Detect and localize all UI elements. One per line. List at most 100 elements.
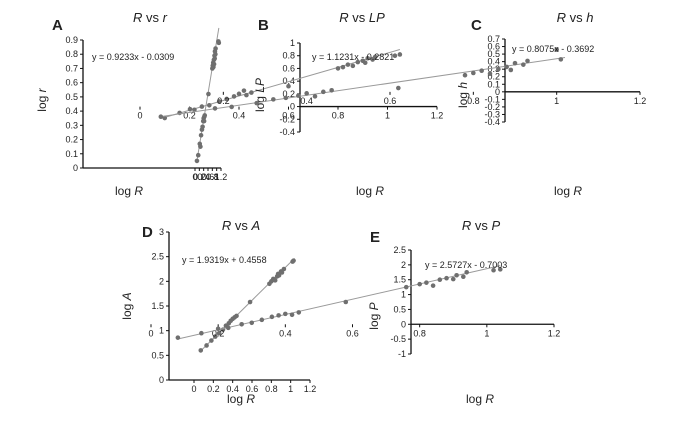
y-tick-label: 2.5 (151, 252, 164, 262)
panel-e: 0 0.2 0.4 0.6 0.8 1 1.2 -1 -0.5 0 0.5 1 1.5 2 2.5 E R vs… (148, 218, 560, 406)
data-point (487, 71, 493, 77)
x-tick-label: 0.4 (226, 384, 239, 394)
y-tick-label: 0.7 (487, 34, 500, 44)
y-tick-label: -0.2 (484, 102, 500, 112)
title-mid: vs (471, 218, 491, 233)
y-tick-label: 0.5 (151, 350, 164, 360)
data-point (216, 99, 222, 104)
data-point (194, 158, 200, 164)
panel-letter: A (52, 17, 63, 34)
panel-d: 0 0.2 0.4 0.6 0.8 1 1.200.511.522.53D R vs Alog… (120, 218, 316, 406)
x-tick-label: 0.6 (202, 172, 215, 182)
x-axis-label: log R (115, 184, 143, 198)
xlabel-var: R (573, 184, 582, 198)
title-var: LP (369, 10, 385, 25)
y-tick-label: 0.6 (282, 63, 295, 73)
data-point (343, 299, 349, 305)
data-point (521, 62, 526, 67)
y-tick-label: -0.1 (484, 94, 500, 104)
data-point (204, 343, 209, 348)
regression-equation: y = 0.8075x - 0.3692 (512, 44, 594, 54)
title-main: R (133, 10, 142, 25)
x-tick-label: 0.8 (413, 328, 426, 338)
y-tick-label: 2 (159, 276, 164, 286)
title-main: R (339, 10, 348, 25)
x-tick-label: 0.8 (467, 96, 480, 106)
x-axis-label: log R (554, 184, 582, 198)
y-tick-label: 0 (290, 102, 295, 112)
x-tick-label: 0 (192, 172, 197, 182)
y-tick-label: -0.2 (279, 114, 295, 124)
x-tick-label: 0.6 (246, 384, 259, 394)
title-mid: vs (349, 10, 369, 25)
y-tick-label: 1 (159, 326, 164, 336)
data-point (175, 335, 181, 340)
data-point (286, 83, 291, 89)
data-point (296, 310, 302, 315)
x-tick-label: 1 (554, 96, 559, 106)
y-tick-label: 0.3 (487, 64, 500, 74)
y-tick-label: 0.1 (487, 79, 500, 89)
data-point (192, 107, 197, 113)
data-point (403, 284, 409, 290)
data-point (199, 104, 205, 109)
y-tick-label: 0.9 (65, 35, 78, 45)
ylabel-main: log (120, 300, 134, 319)
data-point (271, 97, 276, 102)
data-point (198, 144, 203, 149)
data-point (241, 88, 247, 93)
y-axis-label: log h (456, 82, 470, 108)
panel-letter: B (258, 17, 269, 34)
data-point (444, 275, 449, 281)
y-tick-label: 0 (495, 87, 500, 97)
data-point (397, 52, 403, 57)
x-tick-label: 0.6 (384, 96, 397, 106)
data-point (304, 91, 309, 96)
ylabel-main: log (35, 92, 49, 111)
xlabel-main: log (227, 392, 246, 406)
data-point (430, 283, 436, 288)
panel-c: 0.2 0.4 0.6 0.8 1 1.2-0.4-0.3-0.2-0.100.10.20… (158, 10, 646, 198)
data-point (496, 66, 501, 72)
y-tick-label: -0.4 (279, 127, 295, 137)
y-tick-label: 3 (159, 227, 164, 237)
data-point (554, 47, 559, 52)
data-point (508, 67, 514, 73)
ylabel-main: log (456, 89, 470, 108)
data-point (289, 312, 295, 318)
data-point (345, 62, 351, 67)
y-tick-label: 0.2 (282, 89, 295, 99)
y-tick-label: 1 (401, 290, 406, 300)
x-tick-label: 0.2 (183, 111, 196, 121)
x-tick-label: 0.2 (212, 328, 225, 338)
y-tick-label: 0.7 (65, 63, 78, 73)
y-tick-label: -0.3 (484, 109, 500, 119)
x-tick-label: 0.6 (282, 111, 295, 121)
data-point (396, 85, 401, 91)
data-point (340, 64, 346, 70)
title-var: h (586, 10, 593, 25)
data-point (269, 314, 275, 320)
ylabel-var: h (456, 82, 470, 89)
x-tick-label: 0.6 (346, 328, 359, 338)
data-point (279, 270, 285, 275)
xlabel-var: R (375, 184, 384, 198)
data-point (236, 91, 242, 97)
data-point (450, 276, 456, 282)
y-tick-label: -0.5 (390, 334, 406, 344)
y-tick-label: 0.1 (65, 149, 78, 159)
xlabel-var: R (485, 392, 494, 406)
y-tick-label: 0.3 (65, 120, 78, 130)
data-point (187, 106, 193, 112)
regression-equation: y = 0.9233x - 0.0309 (92, 52, 174, 62)
data-point (296, 93, 301, 98)
data-point (558, 57, 564, 62)
data-point (512, 60, 518, 66)
data-point (321, 89, 326, 95)
data-point (462, 72, 468, 78)
xlabel-var: R (134, 184, 143, 198)
data-point (195, 152, 201, 158)
data-point (417, 281, 422, 287)
data-point (276, 273, 282, 278)
x-tick-label: 1.2 (304, 384, 317, 394)
